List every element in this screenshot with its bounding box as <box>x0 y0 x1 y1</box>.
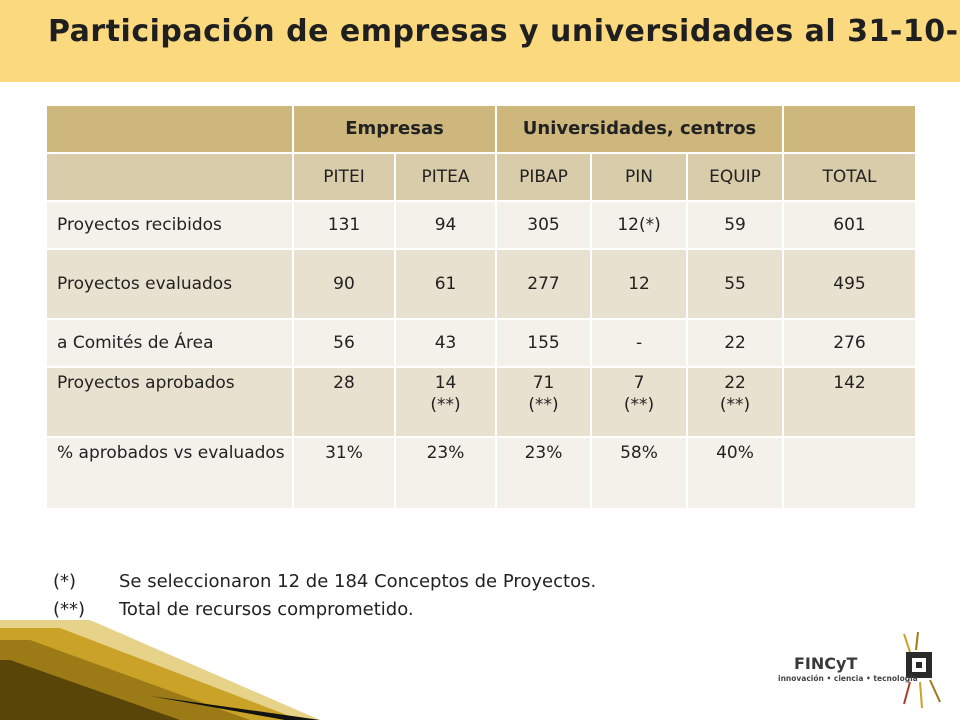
column-header: PITEI <box>292 152 396 202</box>
table-cell: 61 <box>393 248 498 320</box>
column-header: PIN <box>590 152 689 202</box>
table-cell: 56 <box>292 318 396 368</box>
table-cell: 23% <box>393 436 498 510</box>
table-cell: 12(*) <box>590 200 689 250</box>
table-cell: 58% <box>590 436 689 510</box>
cell-note: (**) <box>719 395 751 415</box>
row-label: Proyectos evaluados <box>45 248 294 320</box>
table-cell: 55 <box>686 248 785 320</box>
table-cell: 22 (**) <box>686 366 785 438</box>
cell-note: (**) <box>430 395 461 415</box>
cell-value: 142 <box>833 373 866 393</box>
table-cell: 71 (**) <box>495 366 593 438</box>
cell-value: 14 <box>434 373 457 393</box>
table-cell: 94 <box>393 200 498 250</box>
row-label: Proyectos aprobados <box>45 366 294 438</box>
table-cell: 12 <box>590 248 689 320</box>
column-header: PIBAP <box>495 152 593 202</box>
column-header: EQUIP <box>686 152 785 202</box>
column-header-row: PITEI PITEA PIBAP PIN EQUIP TOTAL <box>45 152 918 202</box>
header-empty-cell <box>45 152 294 202</box>
footnote-text: Total de recursos comprometido. <box>119 599 414 620</box>
table-cell: 601 <box>782 200 918 250</box>
logo-name: FINCyT <box>794 654 858 673</box>
table-cell <box>782 436 918 510</box>
table-cell: 22 <box>686 318 785 368</box>
logo-mark-icon <box>903 632 941 709</box>
table-cell: 59 <box>686 200 785 250</box>
header-empty-cell <box>45 104 294 154</box>
page-title: Participación de empresas y universidade… <box>48 14 960 49</box>
cell-value: 71 <box>532 373 555 393</box>
table-cell: 31% <box>292 436 396 510</box>
table-cell: 7 (**) <box>590 366 689 438</box>
footnote: (**) Total de recursos comprometido. <box>53 596 596 624</box>
column-header: TOTAL <box>782 152 918 202</box>
table-row: Proyectos aprobados 28 14 (**) 71 (**) 7 (*… <box>45 366 918 438</box>
footnote-mark: (*) <box>53 571 77 592</box>
table-cell: 276 <box>782 318 918 368</box>
table-cell: 277 <box>495 248 593 320</box>
table-cell: 14 (**) <box>393 366 498 438</box>
group-header-universidades: Universidades, centros <box>495 104 785 154</box>
cell-value: 28 <box>333 373 355 393</box>
cell-value: 7 <box>633 373 645 393</box>
row-label: a Comités de Área <box>45 318 294 368</box>
fincyt-logo: FINCyT innovación • ciencia • tecnología <box>778 632 948 712</box>
group-header-row: Empresas Universidades, centros <box>45 104 918 154</box>
table-row: Proyectos evaluados 90 61 277 12 55 495 <box>45 248 918 320</box>
table-cell: 142 <box>782 366 918 438</box>
corner-decoration <box>0 620 320 720</box>
table-cell: 43 <box>393 318 498 368</box>
table-row: a Comités de Área 56 43 155 - 22 276 <box>45 318 918 368</box>
logo-tagline: innovación • ciencia • tecnología <box>778 674 918 683</box>
cell-note: (**) <box>528 395 559 415</box>
participation-table: Empresas Universidades, centros PITEI PI… <box>45 104 918 510</box>
table-cell: 495 <box>782 248 918 320</box>
table-cell: 305 <box>495 200 593 250</box>
table-row: Proyectos recibidos 131 94 305 12(*) 59 … <box>45 200 918 250</box>
title-bar: Participación de empresas y universidade… <box>0 0 960 82</box>
table-cell: 28 <box>292 366 396 438</box>
footnote-mark: (**) <box>53 599 86 620</box>
header-empty-cell <box>782 104 918 154</box>
row-label: % aprobados vs evaluados <box>45 436 294 510</box>
cell-value: 22 <box>724 373 746 393</box>
group-header-empresas: Empresas <box>291 104 498 154</box>
column-header: PITEA <box>393 152 498 202</box>
table-cell: 90 <box>292 248 396 320</box>
table-cell: - <box>590 318 689 368</box>
row-label: Proyectos recibidos <box>45 200 294 250</box>
table-cell: 23% <box>495 436 593 510</box>
table-row: % aprobados vs evaluados 31% 23% 23% 58%… <box>45 436 918 510</box>
footnotes: (*) Se seleccionaron 12 de 184 Conceptos … <box>53 568 596 624</box>
cell-note: (**) <box>623 395 655 415</box>
table-cell: 131 <box>292 200 396 250</box>
footnote-text: Se seleccionaron 12 de 184 Conceptos de … <box>119 571 597 592</box>
footnote: (*) Se seleccionaron 12 de 184 Conceptos … <box>53 568 596 596</box>
table-cell: 155 <box>495 318 593 368</box>
table-cell: 40% <box>686 436 785 510</box>
